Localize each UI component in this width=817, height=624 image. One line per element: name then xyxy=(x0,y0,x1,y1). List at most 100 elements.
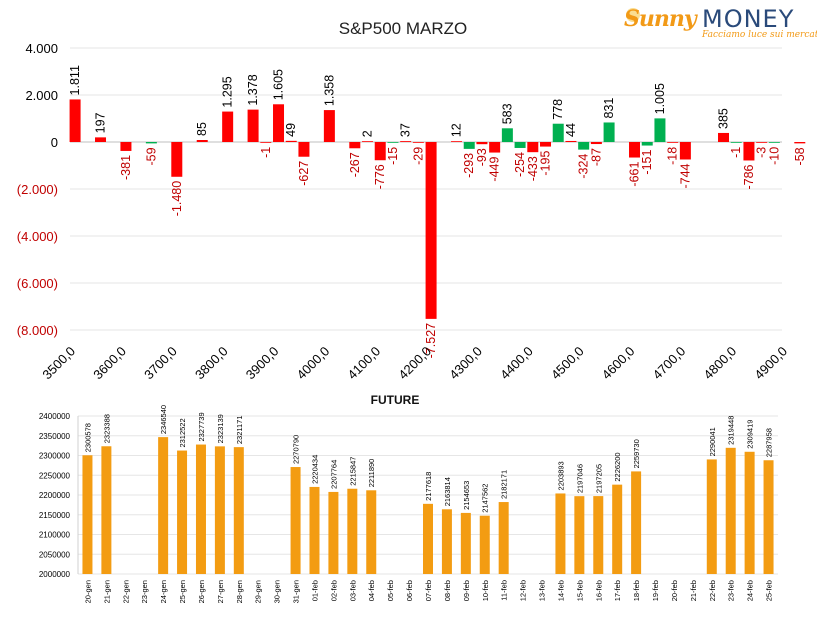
top-bar xyxy=(540,142,552,147)
top-data-label: -381 xyxy=(119,155,133,180)
top-x-tick-label: 3500,0 xyxy=(39,344,78,383)
bottom-bar xyxy=(460,512,471,574)
top-data-label: -627 xyxy=(297,161,311,186)
top-data-label: 49 xyxy=(284,123,298,137)
top-bar xyxy=(412,142,424,143)
top-x-tick-label: 4800,0 xyxy=(701,344,740,383)
bottom-y-tick-label: 2100000 xyxy=(39,531,71,540)
top-bar xyxy=(273,104,285,142)
logo-money-text: MONEY xyxy=(702,5,795,33)
bottom-bar xyxy=(631,471,642,574)
top-bar xyxy=(501,128,513,142)
bottom-data-label: 2211890 xyxy=(367,459,376,488)
bottom-x-tick-label: 17-feb xyxy=(613,580,622,601)
bottom-y-tick-label: 2350000 xyxy=(39,432,71,441)
top-data-label: 37 xyxy=(399,123,413,137)
top-bar xyxy=(362,141,374,142)
bottom-x-tick-label: 25-gen xyxy=(178,580,187,603)
brand-logo: Sunny MONEY Facciamo luce sui mercati xyxy=(624,4,817,44)
bottom-y-tick-label: 2300000 xyxy=(39,452,71,461)
bottom-data-label: 2327739 xyxy=(197,412,206,441)
bottom-bar xyxy=(309,486,320,574)
top-bar xyxy=(768,142,780,143)
top-x-tick-label: 4600,0 xyxy=(599,344,638,383)
top-y-tick-label: (6.000) xyxy=(17,276,58,291)
bottom-x-tick-label: 02-feb xyxy=(329,580,338,601)
top-bar xyxy=(743,142,755,161)
top-x-tick-label: 4900,0 xyxy=(751,344,790,383)
bottom-y-tick-label: 2200000 xyxy=(39,491,71,500)
top-data-label: -254 xyxy=(513,152,527,177)
bottom-y-tick-label: 2400000 xyxy=(39,412,71,421)
bottom-data-label: 2309419 xyxy=(746,420,755,449)
bottom-bar xyxy=(347,488,358,574)
top-bar xyxy=(514,142,526,148)
top-data-label: -1 xyxy=(729,147,743,158)
bottom-x-tick-label: 01-feb xyxy=(310,580,319,601)
bottom-data-label: 2177618 xyxy=(424,472,433,501)
top-bar xyxy=(374,142,386,161)
top-data-label: -1 xyxy=(259,147,273,158)
bottom-data-label: 2346540 xyxy=(159,405,168,434)
bottom-bar xyxy=(706,459,717,574)
top-data-label: -10 xyxy=(767,147,781,165)
top-data-label: 85 xyxy=(195,122,209,136)
bottom-x-tick-label: 11-feb xyxy=(500,580,509,601)
bottom-x-tick-label: 12-feb xyxy=(519,580,528,601)
top-data-label: -7.527 xyxy=(424,323,438,358)
top-x-tick-label: 3600,0 xyxy=(90,344,129,383)
top-data-label: 1.605 xyxy=(272,69,286,100)
bottom-chart: FUTURE 2000000 2050000 2100000 2150000 22000… xyxy=(39,393,778,603)
bottom-data-label: 2300578 xyxy=(83,423,92,452)
top-bar xyxy=(794,142,806,144)
top-data-label: -433 xyxy=(526,156,540,181)
top-y-tick-label: 0 xyxy=(51,135,58,150)
bottom-x-tick-label: 20-gen xyxy=(83,580,92,603)
bottom-bar xyxy=(233,447,244,574)
bottom-bar xyxy=(555,493,566,574)
bottom-bar xyxy=(177,450,188,574)
top-bar xyxy=(578,142,590,150)
top-data-label: -293 xyxy=(462,153,476,178)
top-data-label: -93 xyxy=(475,148,489,166)
top-data-label: -58 xyxy=(793,147,807,165)
bottom-x-tick-label: 08-feb xyxy=(443,580,452,601)
bottom-x-tick-label: 14-feb xyxy=(556,580,565,601)
top-bar xyxy=(527,142,539,153)
bottom-data-label: 2207764 xyxy=(329,460,338,489)
bottom-bar xyxy=(101,446,112,574)
top-data-label: -449 xyxy=(488,157,502,182)
bottom-bar xyxy=(593,496,604,574)
bottom-data-label: 2147562 xyxy=(481,484,490,513)
top-data-label: -151 xyxy=(640,150,654,175)
top-data-label: -15 xyxy=(386,147,400,165)
logo-tagline: Facciamo luce sui mercati xyxy=(702,30,817,40)
bottom-data-label: 2154653 xyxy=(462,481,471,510)
top-data-label: 44 xyxy=(564,123,578,137)
top-data-label: 1.811 xyxy=(68,65,82,95)
bottom-x-tick-label: 25-feb xyxy=(765,580,774,601)
top-bar xyxy=(349,142,361,149)
bottom-x-tick-label: 22-gen xyxy=(121,580,130,603)
bottom-bar xyxy=(423,503,433,574)
top-data-label: 778 xyxy=(551,99,565,120)
top-bar xyxy=(95,137,107,142)
bottom-y-tick-label: 2000000 xyxy=(39,570,71,579)
top-x-tick-label: 3700,0 xyxy=(141,344,180,383)
bottom-data-label: 2220434 xyxy=(310,455,319,484)
top-x-tick-label: 4700,0 xyxy=(650,344,689,383)
bottom-data-label: 2290041 xyxy=(708,427,717,456)
top-bar xyxy=(552,123,564,142)
top-x-tick-label: 3800,0 xyxy=(192,344,231,383)
top-bar xyxy=(260,142,272,143)
top-bar xyxy=(196,140,208,142)
bottom-y-tick-label: 2150000 xyxy=(39,511,71,520)
bottom-bar xyxy=(574,496,585,574)
top-bar xyxy=(120,142,132,151)
top-data-label: -29 xyxy=(411,147,425,165)
top-bar xyxy=(69,99,81,142)
bottom-data-label: 2323139 xyxy=(216,414,225,443)
top-bar xyxy=(654,118,666,142)
top-x-tick-label: 4400,0 xyxy=(497,344,536,383)
